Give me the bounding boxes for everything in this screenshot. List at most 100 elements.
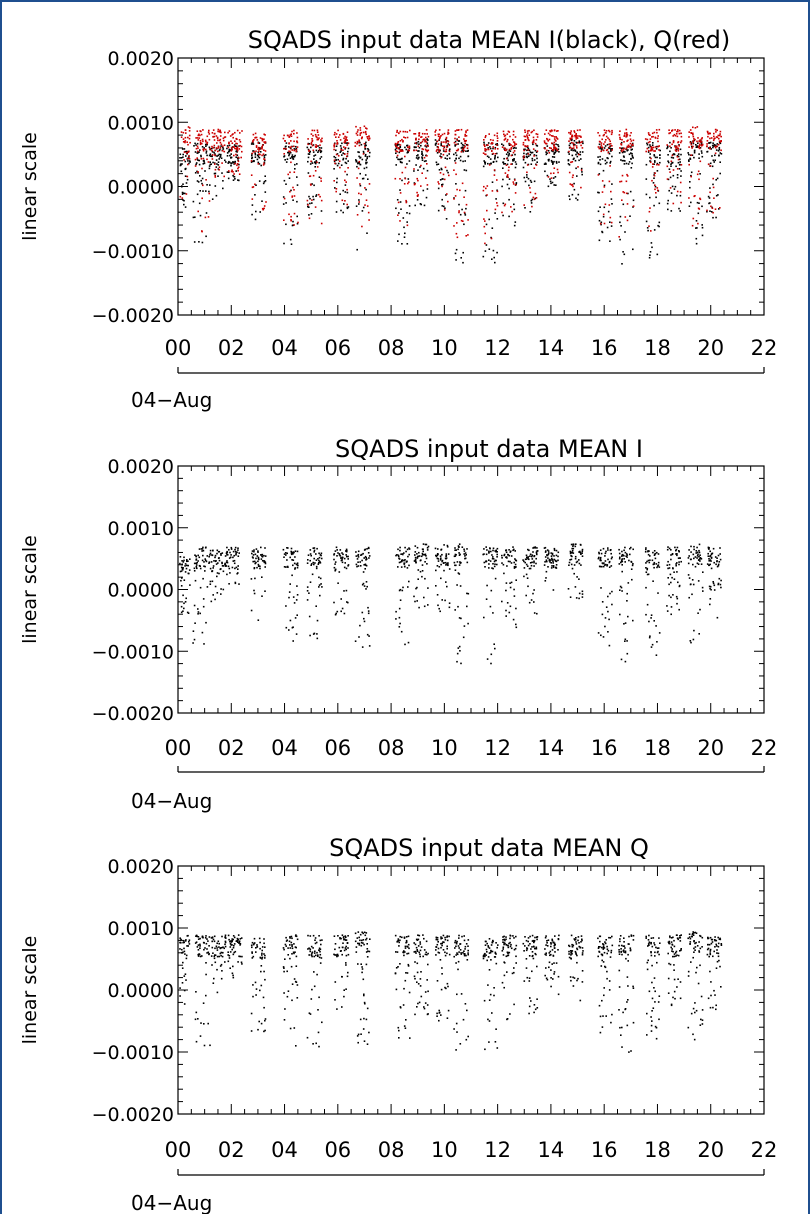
data-point [230,140,232,142]
data-point [290,553,293,556]
data-point [464,552,467,554]
data-point [344,161,347,164]
data-point [233,936,236,939]
data-point [677,161,680,164]
data-point [312,144,315,146]
data-point [577,193,580,196]
data-point [264,555,267,557]
data-point [232,136,234,139]
data-point [293,145,295,148]
data-point [688,153,690,156]
data-point [318,193,320,196]
data-point [295,965,298,967]
data-point [554,559,557,562]
data-point [628,153,631,156]
data-point [699,198,702,201]
data-point [195,162,198,164]
data-point [578,153,580,156]
data-point [196,946,199,948]
data-point [404,130,407,133]
data-point [457,545,460,547]
data-point [336,140,338,142]
data-point [553,167,556,169]
data-point [218,131,221,133]
data-point [718,137,720,140]
data-point [527,556,529,558]
data-point [608,204,611,206]
data-point [488,567,490,569]
data-point [202,163,205,165]
data-point [494,153,497,155]
data-point [211,198,214,200]
data-point [444,157,447,159]
data-point [396,142,399,144]
data-point [709,585,712,588]
data-point [296,136,299,139]
data-point [365,188,367,191]
data-point [227,954,229,956]
data-point [434,139,437,141]
data-point [296,550,299,553]
data-point [666,610,669,612]
data-point [463,211,466,214]
data-point [445,553,448,555]
data-point [310,954,313,956]
data-point [701,205,703,208]
data-point [260,970,262,973]
data-point [181,967,184,969]
data-point [185,954,188,957]
data-point [698,549,700,552]
data-point [263,942,265,945]
data-point [680,560,682,563]
data-point [311,129,314,132]
data-point [545,143,548,145]
data-point [445,148,448,151]
data-point [576,155,579,158]
data-point [365,1018,368,1021]
data-point [458,543,461,545]
data-point [623,191,626,194]
data-point [333,160,336,163]
data-point [285,148,287,150]
data-point [399,150,401,152]
data-point [238,173,241,175]
data-point [399,144,402,146]
data-point [531,198,534,201]
data-point [620,561,622,564]
data-point [441,973,443,975]
data-point [399,622,401,625]
data-point [336,153,339,155]
data-point [399,1006,402,1008]
data-point [515,147,517,149]
data-point [318,146,321,149]
data-point [670,554,672,556]
data-point [180,611,183,614]
data-point [528,184,530,187]
data-point [224,563,226,566]
data-point [335,200,338,203]
data-point [238,148,241,150]
data-point [493,565,496,568]
data-point [503,139,506,141]
data-point [650,242,653,244]
data-point [258,558,260,561]
data-point [343,137,345,140]
data-point [261,139,264,142]
data-point [337,129,339,132]
data-point [226,560,228,562]
data-point [228,954,231,957]
data-point [492,161,495,163]
data-point [283,153,285,155]
data-point [489,605,492,608]
data-point [672,140,675,142]
data-point [461,182,464,185]
data-point [619,215,622,218]
data-point [399,201,402,203]
data-point [333,144,335,147]
data-point [535,197,538,199]
data-point [291,559,293,561]
data-point [399,588,402,591]
data-point [533,155,535,157]
data-point [526,156,529,159]
data-point [492,563,494,565]
